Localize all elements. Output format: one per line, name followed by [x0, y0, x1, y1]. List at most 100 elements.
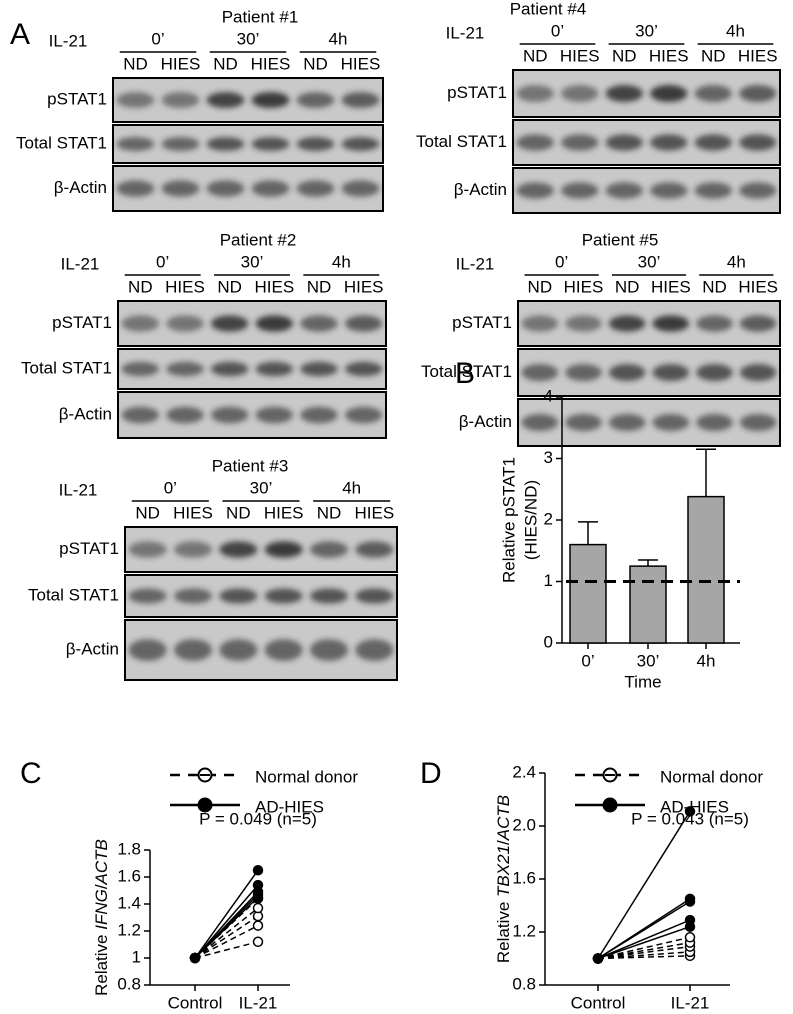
time-label: 30’ [237, 29, 260, 48]
row-label: Total STAT1 [16, 133, 107, 152]
y-axis-label-part: ACTB [92, 839, 111, 885]
blot-strip [512, 69, 781, 118]
blot-strip [124, 619, 398, 681]
band [739, 315, 777, 332]
series-line [597, 925, 691, 960]
band [116, 137, 155, 151]
band [173, 541, 213, 558]
point [252, 936, 264, 948]
blot-strip [124, 574, 398, 618]
row-label: β-Actin [54, 178, 107, 197]
band [605, 134, 643, 151]
band [696, 414, 733, 431]
series-line [194, 896, 259, 959]
band [116, 180, 155, 197]
band [565, 414, 602, 431]
y-tick-label: 1.6 [117, 866, 141, 885]
band [344, 315, 383, 332]
y-axis-label-part: / [92, 884, 111, 889]
blot-strip [112, 124, 384, 164]
band [206, 180, 245, 197]
band [210, 406, 249, 424]
lane-label: HIES [354, 503, 394, 522]
band [739, 134, 777, 151]
point [684, 806, 696, 817]
band [696, 364, 733, 381]
legend-marker [602, 797, 618, 813]
row-label: pSTAT1 [59, 539, 119, 558]
band [121, 315, 160, 332]
blot-strip [517, 300, 781, 347]
bar [569, 543, 607, 644]
band [121, 361, 160, 377]
lane-label: HIES [341, 54, 381, 73]
series-line [597, 951, 691, 960]
band [652, 315, 690, 332]
y-tick-label: 3 [544, 448, 553, 467]
time-label: 4h [332, 252, 351, 271]
band [300, 361, 338, 377]
blot-strip [512, 119, 781, 166]
blot-title: Patient #5 [582, 230, 659, 249]
y-tick-label: 1.2 [117, 920, 141, 939]
y-tick-label: 4 [544, 386, 553, 405]
time-label: 0’ [164, 478, 177, 497]
band [608, 414, 646, 431]
blot-strip [517, 348, 781, 397]
lane-label: ND [123, 54, 148, 73]
point [684, 896, 696, 907]
blot-title: Patient #3 [212, 456, 289, 475]
band [206, 92, 245, 108]
band [355, 588, 394, 604]
band [296, 137, 335, 151]
row-label: β-Actin [459, 412, 512, 431]
band [355, 639, 394, 661]
y-axis-label-part: ACTB [494, 795, 513, 841]
band [210, 315, 249, 332]
lane-label: HIES [251, 54, 291, 73]
lane-label: HIES [738, 277, 778, 296]
lane-label: HIES [344, 277, 384, 296]
x-tick-label: 30’ [637, 651, 660, 670]
band [116, 92, 155, 108]
time-label: 4h [727, 252, 746, 271]
y-axis-label: Relative pSTAT1 [499, 457, 518, 583]
band [309, 588, 349, 604]
y-axis-label-part: Relative [92, 930, 111, 996]
row-label: Total STAT1 [421, 362, 512, 381]
lane-label: ND [702, 277, 727, 296]
series-line [194, 884, 259, 959]
time-label: 30’ [635, 21, 658, 40]
band [210, 361, 249, 377]
y-tick-label: 1.4 [117, 893, 141, 912]
stimulus-label: IL-21 [49, 31, 88, 50]
band [694, 134, 732, 151]
y-axis-label-part: IFNG [92, 889, 111, 930]
point [684, 921, 696, 932]
time-label: 0’ [156, 252, 169, 271]
y-axis-label: (HIES/ND) [521, 480, 540, 560]
y-axis-label: Relative TBX21/ACTB [494, 795, 513, 963]
x-tick-label: IL-21 [671, 993, 710, 1012]
point [252, 865, 264, 876]
lane-label: HIES [264, 503, 304, 522]
y-tick-label: 1.6 [512, 868, 536, 887]
band [652, 364, 690, 381]
band [605, 85, 643, 102]
band [300, 406, 338, 424]
x-tick-label: IL-21 [239, 993, 278, 1012]
band [608, 315, 646, 332]
point [252, 920, 264, 931]
band [161, 180, 200, 197]
time-label: 0’ [551, 21, 564, 40]
band [128, 639, 167, 661]
blot-strip [112, 77, 384, 123]
y-tick-label: 0.8 [117, 974, 141, 993]
time-label: 0’ [555, 252, 568, 271]
lane-label: ND [612, 46, 637, 65]
lane-label: ND [128, 277, 153, 296]
row-label: β-Actin [66, 639, 119, 658]
series-line [194, 907, 259, 959]
lane-label: ND [307, 277, 332, 296]
lane-label: HIES [649, 46, 689, 65]
